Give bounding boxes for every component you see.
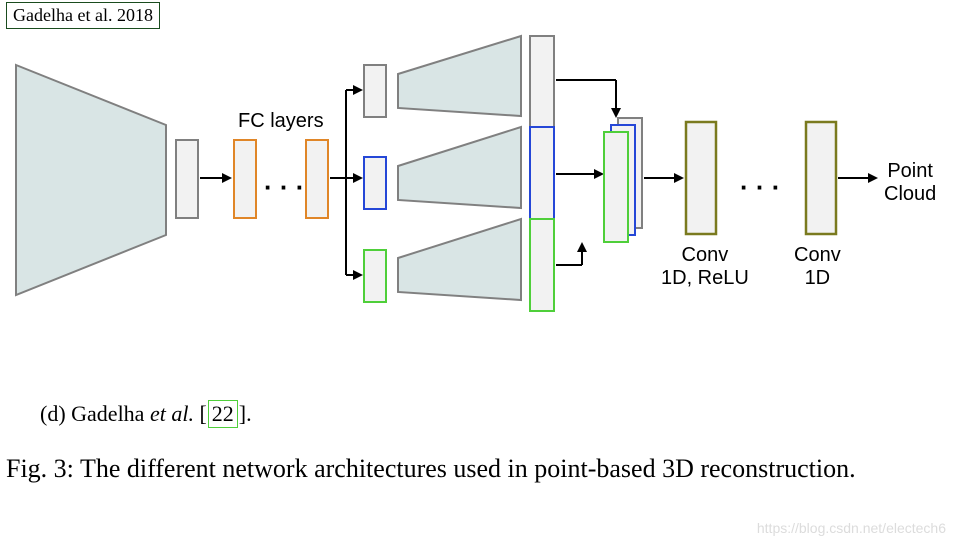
network-diagram: FC layers · · · · · · Conv1D, ReLU Conv1… xyxy=(6,10,954,370)
ellipsis-conv: · · · xyxy=(740,172,780,203)
subcaption-mid: [ xyxy=(194,401,207,426)
output-label: PointCloud xyxy=(884,160,936,206)
fc-layers-label: FC layers xyxy=(238,110,324,133)
subfigure-caption: (d) Gadelha et al. [22]. xyxy=(40,400,252,428)
figure-caption: Fig. 3: The different network architectu… xyxy=(6,452,946,486)
watermark: https://blog.csdn.net/electech6 xyxy=(757,520,946,536)
conv1-label: Conv1D, ReLU xyxy=(661,244,749,290)
ellipsis-fc: · · · xyxy=(264,172,304,203)
subcaption-suffix: ]. xyxy=(239,401,252,426)
subcaption-ref: 22 xyxy=(208,400,238,428)
conv2-label: Conv1D xyxy=(794,244,841,290)
subcaption-italic: et al. xyxy=(150,401,194,426)
subcaption-prefix: (d) Gadelha xyxy=(40,401,150,426)
